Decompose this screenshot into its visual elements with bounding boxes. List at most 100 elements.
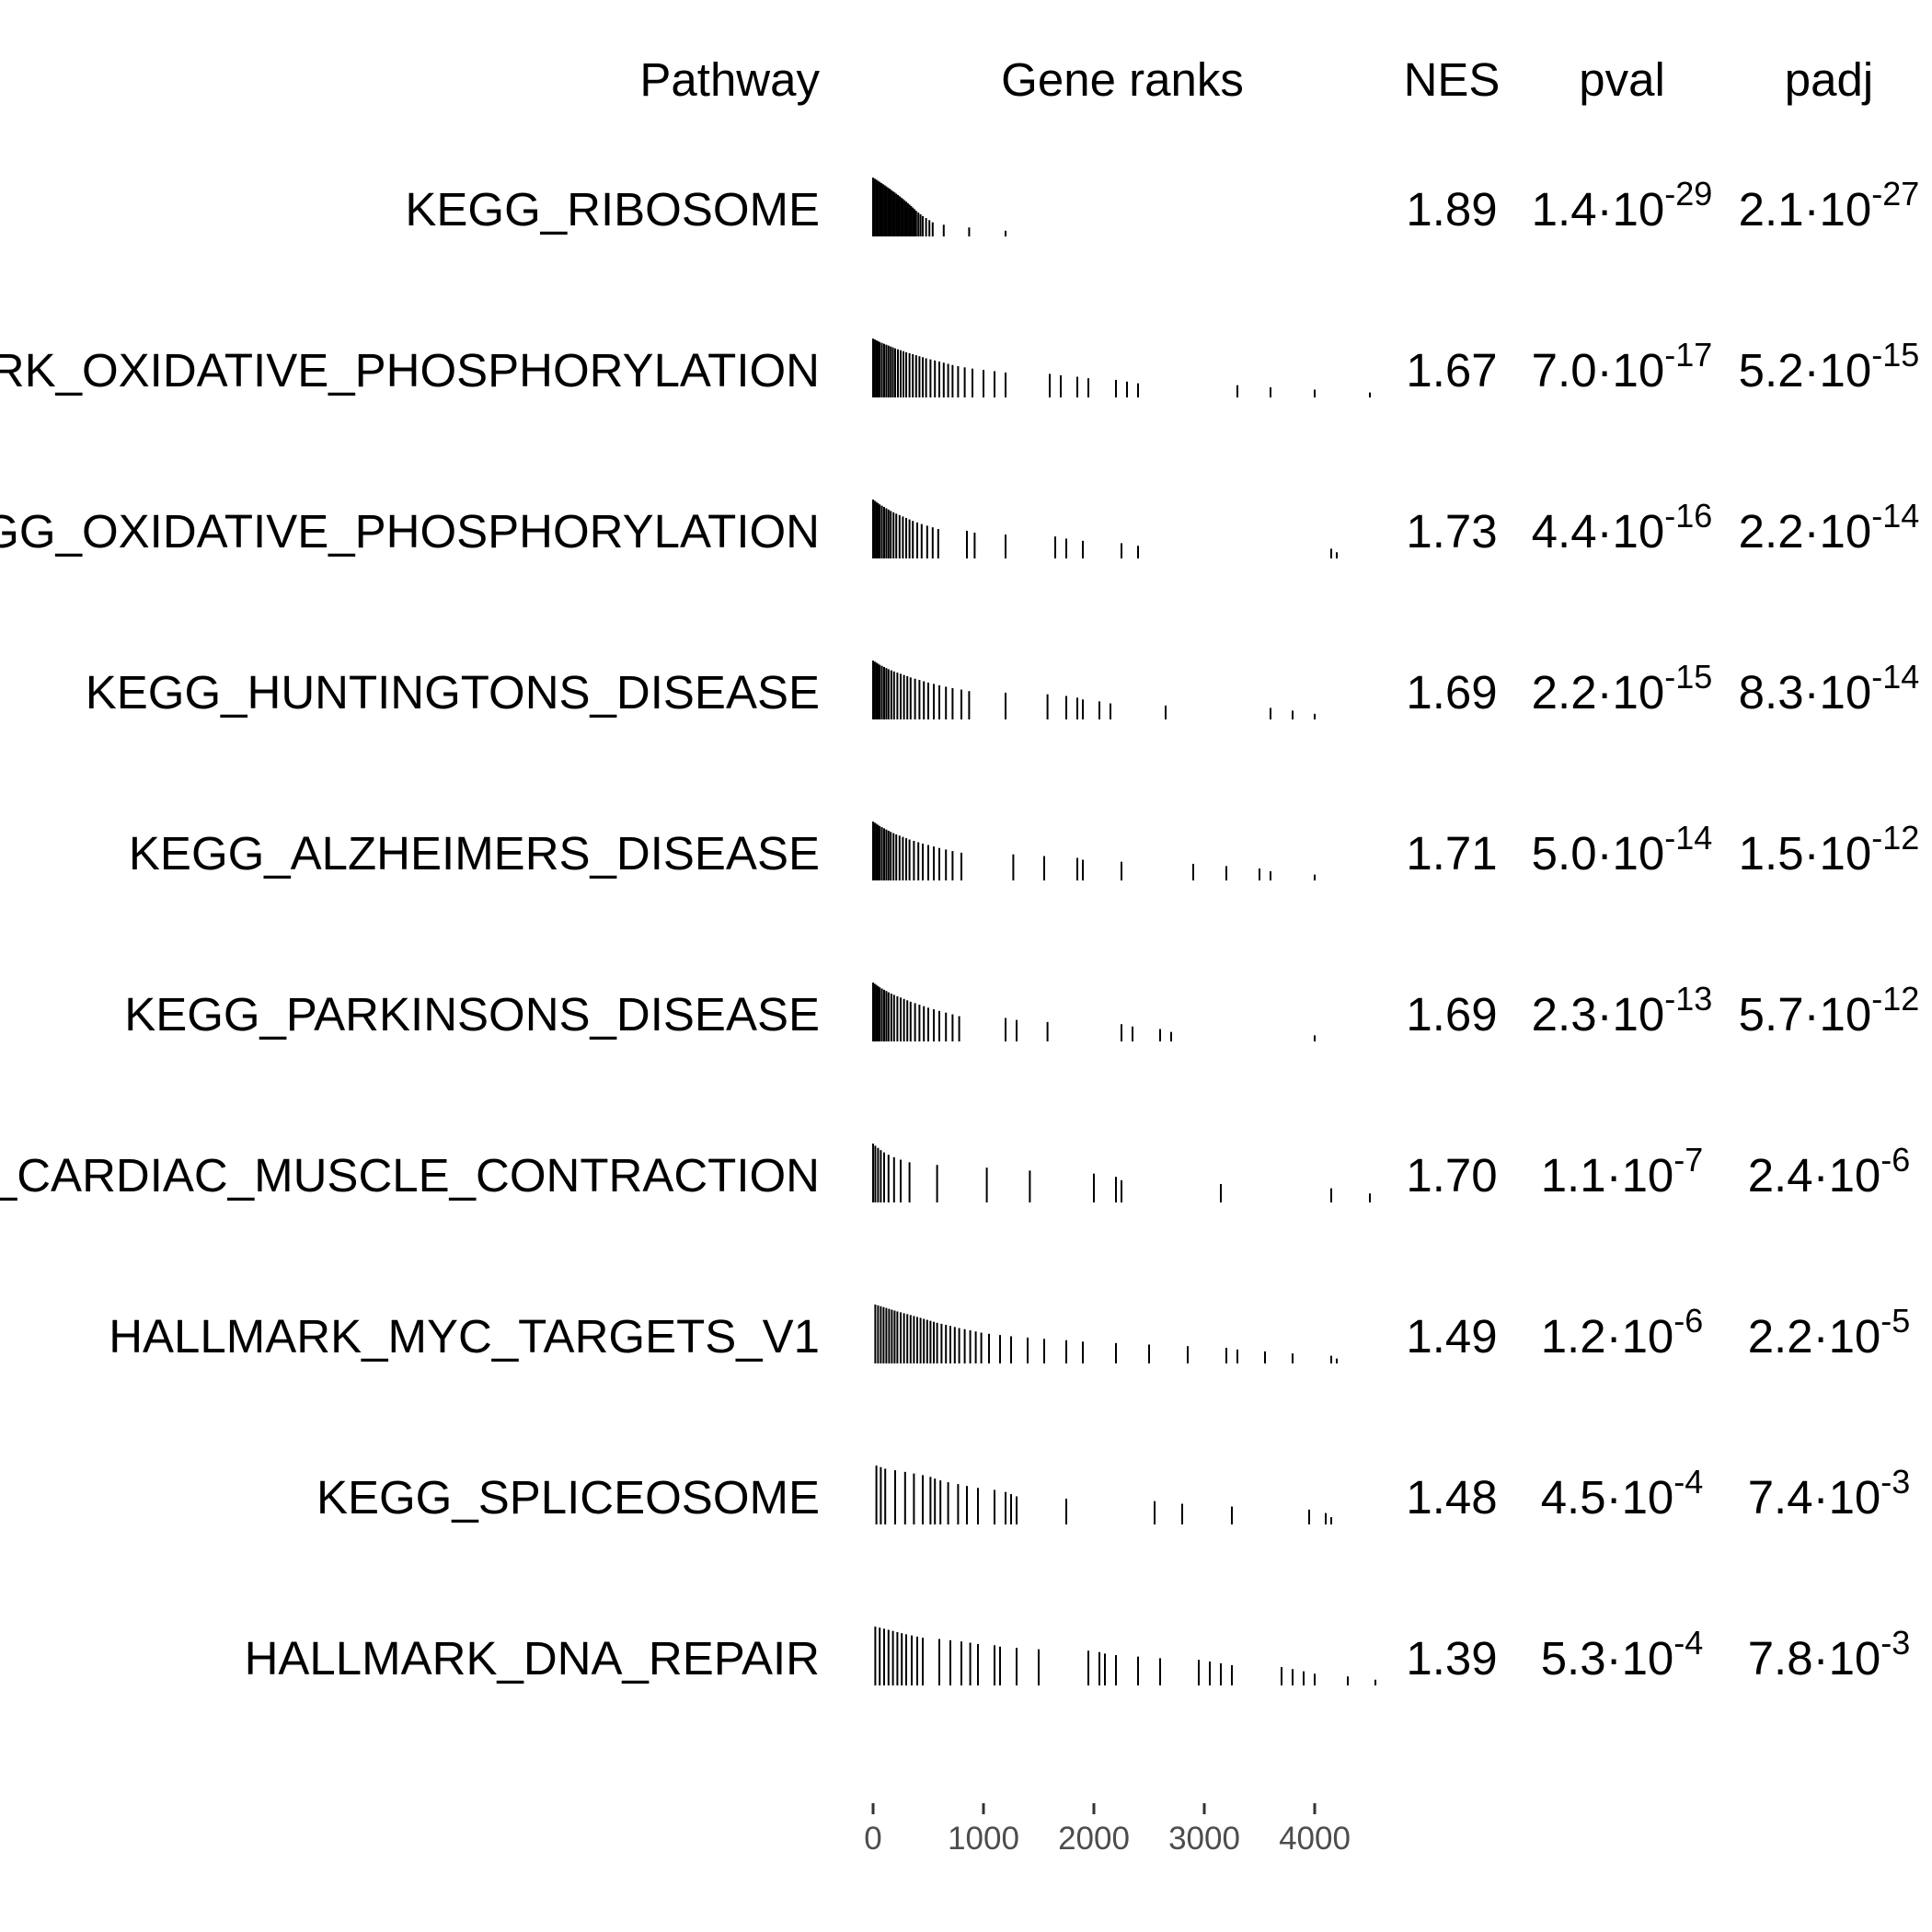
header-padj: padj [1785,53,1873,106]
pathway-name: KEGG_CARDIAC_MUSCLE_CONTRACTION [0,1149,820,1202]
pval-value-mantissa: 2.3·10 [1532,988,1665,1041]
pathway-name: KEGG_SPLICEOSOME [316,1471,820,1524]
nes-value: 1.48 [1406,1471,1497,1524]
pval-value-mantissa: 1.2·10 [1541,1310,1674,1363]
pval-value: 1.4·10-29 [1532,175,1713,236]
pathway-rows: KEGG_RIBOSOME 1.89 1.4·10-29 2.1·10-27 HALLM… [0,175,1919,1685]
pval-value-mantissa: 5.0·10 [1532,827,1665,880]
nes-value: 1.69 [1406,666,1497,719]
pval-value: 1.1·10-7 [1541,1141,1704,1202]
nes-value: 1.67 [1406,344,1497,397]
padj-value: 7.8·10-3 [1748,1624,1911,1685]
pval-value-mantissa: 4.5·10 [1541,1471,1674,1524]
x-tick-label: 1000 [948,1821,1019,1857]
header-pathway: Pathway [639,53,820,106]
table-row: KEGG_CARDIAC_MUSCLE_CONTRACTION 1.70 1.1·1… [0,1141,1910,1202]
padj-value-mantissa: 7.4·10 [1748,1471,1881,1524]
padj-value-exponent: -6 [1880,1141,1910,1179]
pval-value-exponent: -4 [1673,1463,1703,1501]
x-tick-label: 4000 [1279,1821,1351,1857]
pval-value-exponent: -14 [1664,819,1712,857]
gene-rank-barcode [872,178,1006,236]
gene-rank-barcode [874,1627,1376,1685]
pval-value: 2.2·10-15 [1532,658,1713,719]
pathway-name: KEGG_PARKINSONS_DISEASE [124,988,820,1041]
padj-value: 2.4·10-6 [1748,1141,1911,1202]
x-tick-label: 2000 [1058,1821,1130,1857]
gene-rank-barcode [872,1144,1371,1202]
pval-value-mantissa: 5.3·10 [1541,1632,1674,1685]
pval-value-mantissa: 2.2·10 [1532,666,1665,719]
gene-rank-barcode [875,1466,1332,1524]
pval-value-exponent: -13 [1664,980,1712,1018]
padj-value: 5.7·10-12 [1739,980,1920,1041]
pval-value-exponent: -6 [1673,1302,1703,1340]
table-row: HALLMARK_DNA_REPAIR 1.39 5.3·10-4 7.8·10-3 [245,1624,1911,1685]
column-headers: Pathway Gene ranks NES pval padj [639,53,1873,106]
table-row: KEGG_PARKINSONS_DISEASE 1.69 2.3·10-13 5.7·… [124,980,1919,1041]
nes-value: 1.89 [1406,183,1497,236]
padj-value-exponent: -5 [1880,1302,1910,1340]
padj-value-exponent: -12 [1871,819,1919,857]
padj-value-exponent: -27 [1871,175,1919,213]
header-nes: NES [1404,53,1501,106]
pval-value: 5.0·10-14 [1532,819,1713,880]
table-row: HALLMARK_OXIDATIVE_PHOSPHORYLATION 1.67 7.… [0,336,1919,397]
pval-value: 4.5·10-4 [1541,1463,1704,1524]
table-row: HALLMARK_MYC_TARGETS_V1 1.49 1.2·10-6 2.2·1… [109,1302,1910,1363]
gene-rank-barcode [872,661,1316,719]
nes-value: 1.73 [1406,505,1497,558]
pval-value: 1.2·10-6 [1541,1302,1704,1363]
pval-value-mantissa: 7.0·10 [1532,344,1665,397]
padj-value-exponent: -12 [1871,980,1919,1018]
pval-value-mantissa: 4.4·10 [1532,505,1665,558]
nes-value: 1.70 [1406,1149,1497,1202]
pathway-name: KEGG_RIBOSOME [405,183,820,236]
padj-value: 1.5·10-12 [1739,819,1920,880]
pval-value: 2.3·10-13 [1532,980,1713,1041]
pathway-name: KEGG_ALZHEIMERS_DISEASE [129,827,820,880]
padj-value: 8.3·10-14 [1739,658,1920,719]
gene-rank-barcode [872,339,1371,397]
padj-value-exponent: -14 [1871,497,1919,535]
gene-rank-barcode [874,1305,1338,1363]
nes-value: 1.71 [1406,827,1497,880]
padj-value-mantissa: 2.4·10 [1748,1149,1881,1202]
table-row: KEGG_HUNTINGTONS_DISEASE 1.69 2.2·10-15 8.3… [86,658,1920,719]
pval-value-mantissa: 1.4·10 [1532,183,1665,236]
x-tick-label: 3000 [1168,1821,1240,1857]
pval-value: 7.0·10-17 [1532,336,1713,397]
padj-value: 5.2·10-15 [1739,336,1920,397]
pval-value-exponent: -16 [1664,497,1712,535]
nes-value: 1.69 [1406,988,1497,1041]
padj-value-mantissa: 5.2·10 [1739,344,1872,397]
pathway-name: HALLMARK_MYC_TARGETS_V1 [109,1310,820,1363]
header-pval: pval [1579,53,1665,106]
pval-value-exponent: -29 [1664,175,1712,213]
padj-value: 2.2·10-14 [1739,497,1920,558]
pathway-name: KEGG_HUNTINGTONS_DISEASE [86,666,820,719]
padj-value: 7.4·10-3 [1748,1463,1911,1524]
x-tick-label: 0 [864,1821,881,1857]
gene-rank-barcode [872,500,1338,558]
pathway-name: KEGG_OXIDATIVE_PHOSPHORYLATION [0,505,820,558]
padj-value-exponent: -14 [1871,658,1919,696]
pval-value: 4.4·10-16 [1532,497,1713,558]
padj-value-mantissa: 2.2·10 [1739,505,1872,558]
table-row: KEGG_ALZHEIMERS_DISEASE 1.71 5.0·10-14 1.5·… [129,819,1919,880]
padj-value-mantissa: 8.3·10 [1739,666,1872,719]
padj-value-mantissa: 7.8·10 [1748,1632,1881,1685]
pathway-name: HALLMARK_DNA_REPAIR [245,1632,820,1685]
table-row: KEGG_OXIDATIVE_PHOSPHORYLATION 1.73 4.4·10… [0,497,1919,558]
padj-value: 2.1·10-27 [1739,175,1920,236]
gene-rank-barcode [872,822,1316,880]
table-row: KEGG_SPLICEOSOME 1.48 4.5·10-4 7.4·10-3 [316,1463,1910,1524]
pval-value-exponent: -15 [1664,658,1712,696]
pathway-name: HALLMARK_OXIDATIVE_PHOSPHORYLATION [0,344,820,397]
pval-value-mantissa: 1.1·10 [1541,1149,1674,1202]
padj-value-mantissa: 2.2·10 [1748,1310,1881,1363]
padj-value-mantissa: 5.7·10 [1739,988,1872,1041]
header-gene-ranks: Gene ranks [1001,53,1244,106]
padj-value-exponent: -15 [1871,336,1919,374]
